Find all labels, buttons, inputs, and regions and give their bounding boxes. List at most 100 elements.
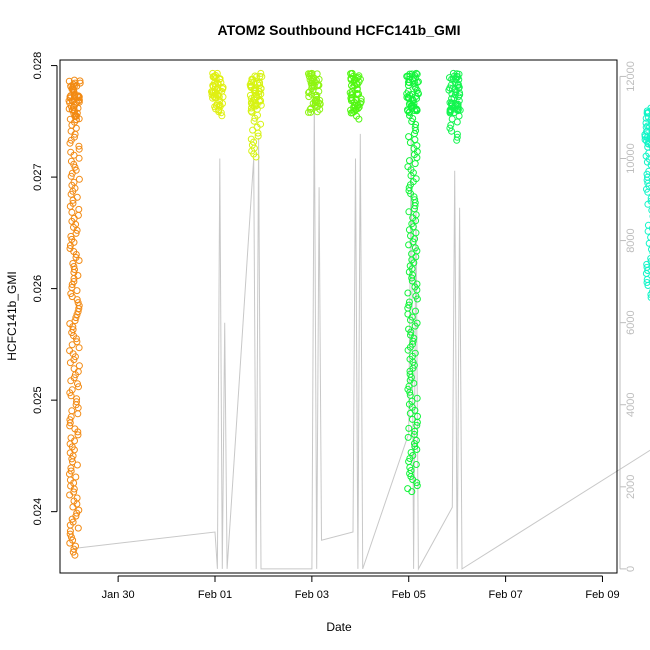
point-flight-1-top-27	[72, 112, 80, 120]
point-flight-8-62	[647, 291, 650, 298]
point-flight-5-top-37	[348, 70, 356, 77]
point-flight-1-top-38	[69, 80, 77, 88]
point-flight-1-top-30	[75, 93, 83, 101]
x-axis-label: Date	[326, 620, 352, 634]
point-flight-6-139	[408, 488, 416, 496]
point-flight-6-top-30	[412, 93, 420, 100]
point-flight-6-108	[413, 394, 421, 402]
point-flight-7-19	[448, 127, 455, 135]
point-flight-1-top-18	[72, 116, 80, 124]
point-flight-1-79	[72, 314, 80, 322]
point-flight-1-52	[67, 232, 75, 240]
point-flight-8-43	[647, 233, 650, 241]
point-flight-6-106	[406, 388, 414, 396]
point-flight-7-16	[453, 118, 461, 126]
point-flight-4-top-28	[311, 97, 319, 105]
point-flight-8-30	[647, 194, 650, 202]
point-flight-1-18	[71, 130, 79, 138]
point-flight-7-top-20	[454, 80, 462, 88]
point-flight-1-45	[74, 211, 82, 219]
point-flight-6-125	[413, 446, 421, 453]
y-tick-label-0: 0.024	[32, 498, 44, 526]
point-flight-5-top-27	[354, 102, 361, 110]
point-flight-1-31	[68, 169, 76, 177]
point-flight-1-51	[72, 229, 80, 237]
point-flight-1-100	[67, 377, 75, 385]
point-flight-1-32	[67, 172, 75, 180]
point-flight-8-50	[647, 254, 650, 262]
point-flight-6-top-33	[404, 106, 411, 114]
point-flight-2-top-30	[211, 89, 219, 97]
point-flight-8-top-6	[642, 123, 650, 131]
point-flight-6-21	[405, 133, 413, 141]
point-flight-6-121	[404, 433, 412, 441]
point-flight-7-top-36	[447, 106, 455, 114]
point-flight-4-top-35	[310, 74, 318, 82]
point-flight-6-15	[409, 115, 417, 122]
point-flight-7-21	[453, 133, 461, 141]
point-flight-1-72	[68, 293, 76, 301]
y-axis-label: HCFC141b_GMI	[5, 271, 19, 360]
point-flight-6-23	[406, 139, 414, 147]
point-flight-1-39	[73, 193, 81, 201]
point-flight-3-top-39	[252, 73, 260, 81]
y2-tick-label-5: 10000	[625, 143, 637, 174]
series-flight-4	[305, 69, 324, 116]
plot-frame	[59, 59, 618, 574]
point-flight-5-top-39	[353, 86, 361, 93]
point-flight-1-55	[66, 242, 74, 249]
point-flight-1-158	[71, 551, 79, 559]
point-flight-5-15	[355, 115, 363, 123]
point-flight-6-34	[407, 172, 415, 180]
x-tick-label-5: Feb 09	[585, 589, 619, 601]
point-flight-1-138	[66, 491, 74, 499]
point-flight-8-58	[643, 279, 650, 286]
point-flight-8-41	[644, 227, 650, 235]
point-flight-1-115	[66, 422, 74, 430]
point-flight-3-21	[254, 132, 262, 140]
point-flight-6-75	[413, 295, 421, 303]
y-tick-label-3: 0.027	[32, 163, 44, 191]
point-flight-3-top-29	[257, 101, 265, 109]
altitude-trace	[74, 96, 650, 571]
point-flight-8-top-35	[646, 139, 650, 147]
point-flight-8-8	[648, 129, 650, 135]
series-flight-1	[65, 76, 84, 559]
point-flight-8-34	[648, 207, 650, 214]
point-flight-6-84	[411, 322, 419, 330]
point-flight-6-138	[404, 485, 412, 493]
point-flight-1-144	[73, 509, 81, 517]
series-flight-3	[246, 69, 266, 161]
point-flight-6-101	[407, 373, 415, 381]
point-flight-1-73	[73, 296, 81, 304]
point-flight-1-149	[74, 524, 82, 532]
point-flight-1-33	[75, 175, 83, 183]
point-flight-3-top-35	[253, 101, 261, 109]
point-flight-6-137	[413, 482, 421, 490]
point-flight-7-top-30	[448, 95, 456, 103]
point-flight-1-94	[66, 359, 74, 367]
y-tick-label-2: 0.026	[32, 275, 44, 303]
point-flight-3-20	[254, 129, 262, 137]
point-flight-4-top-36	[309, 87, 317, 95]
point-flight-1-88	[68, 341, 76, 349]
point-flight-6-44	[411, 202, 419, 210]
point-flight-5-top-38	[350, 107, 358, 115]
point-flight-1-top-34	[69, 97, 76, 104]
point-flight-8-top-39	[648, 115, 650, 122]
point-flight-1-77	[74, 308, 82, 316]
point-flight-1-102	[75, 383, 82, 391]
point-flight-6-86	[407, 328, 415, 336]
point-flight-1-63	[71, 266, 78, 273]
point-flight-1-118	[74, 431, 82, 439]
point-flight-6-92	[404, 346, 412, 354]
point-flight-8-19	[647, 161, 650, 169]
point-flight-1-top-39	[69, 85, 77, 93]
point-flight-6-30	[411, 160, 419, 168]
point-flight-6-116	[413, 418, 421, 426]
point-flight-1-114	[66, 419, 74, 427]
point-flight-6-57	[405, 241, 413, 249]
x-tick-label-1: Feb 01	[198, 589, 232, 601]
point-flight-4-13	[307, 108, 315, 116]
point-flight-6-118	[405, 424, 413, 432]
